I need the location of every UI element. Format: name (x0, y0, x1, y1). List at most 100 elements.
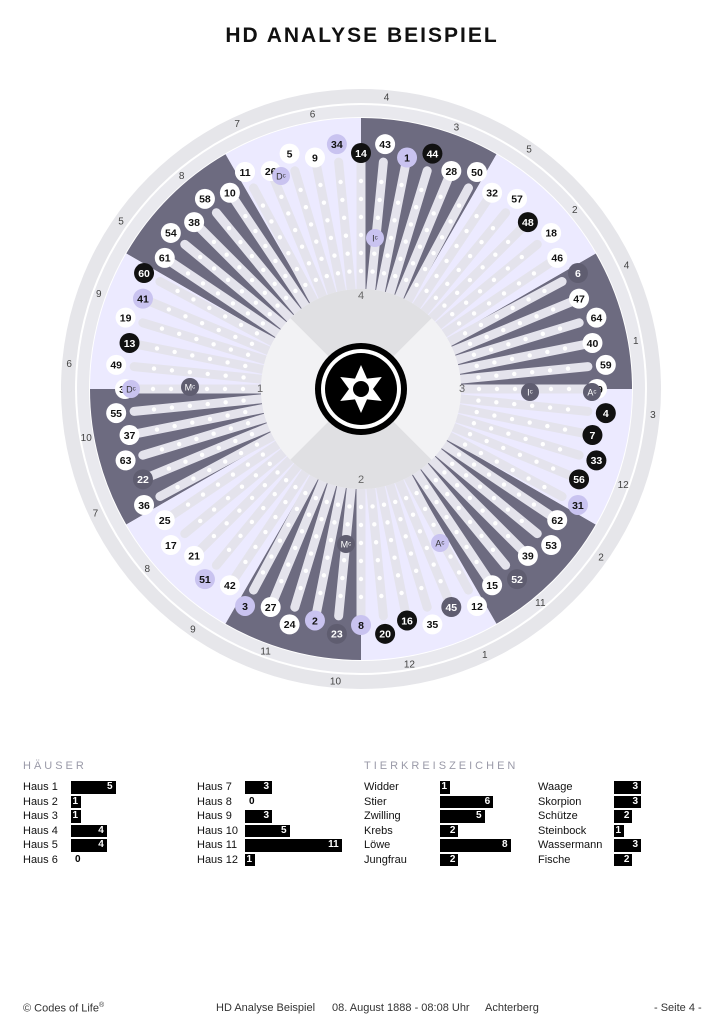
gate-dot (490, 226, 496, 231)
gate-dot (422, 266, 428, 272)
gate-dot (375, 215, 381, 221)
gate-dot (480, 265, 485, 270)
gate-bubble (119, 332, 140, 353)
outer-ring-number: 8 (144, 564, 150, 575)
stat-row: Skorpion 3 (538, 795, 708, 810)
gate-dot (200, 281, 206, 286)
gate-dot (263, 243, 268, 249)
gate-number: 55 (110, 408, 122, 420)
gate-dot (438, 194, 443, 200)
gate-dot (269, 219, 274, 224)
gate-dot (185, 271, 191, 276)
gate-dot (223, 400, 228, 405)
gate-dot (205, 371, 210, 377)
gate-dot (215, 291, 221, 296)
gate-dot (358, 522, 364, 528)
stat-label: Schütze (538, 810, 578, 823)
gate-dot (283, 273, 288, 279)
gate-dot (204, 386, 210, 392)
gate-number: 1 (404, 152, 410, 164)
stat-label: Haus 5 (23, 839, 58, 852)
gate-number: 11 (239, 167, 250, 179)
outer-ring-number: 6 (66, 359, 72, 370)
gate-dot (450, 461, 455, 467)
zodiac-band (225, 118, 361, 303)
gate-dot (216, 327, 221, 333)
gate-number: 33 (591, 455, 603, 467)
gate-dot (347, 269, 352, 274)
gate-bubble (541, 535, 562, 556)
gate-dot (505, 266, 511, 271)
stat-label: Jungfrau (364, 853, 407, 866)
gate-number: 43 (379, 139, 391, 151)
gate-dot (194, 336, 199, 342)
gate-dot (198, 254, 203, 260)
gate-dot (211, 239, 217, 245)
gate-dot (199, 320, 205, 326)
gate-dot (467, 277, 473, 283)
gate-dot (399, 590, 404, 596)
gate-dot (490, 547, 496, 552)
footer-datetime: 08. August 1888 - 08:08 Uhr (332, 1002, 470, 1014)
zodiac-list-right: Waage 3 Skorpion 3 Schütze 2 Steinbock 1 Wasserm… (538, 780, 708, 868)
stat-row: Haus 2 1 (23, 795, 193, 810)
gate-dot (241, 398, 246, 403)
axis-marker (181, 378, 199, 396)
gate-bubble (279, 614, 300, 635)
gate-dot (512, 386, 518, 392)
gate-dot (557, 447, 563, 452)
gate-dot (526, 476, 531, 481)
gate-bubble (595, 403, 616, 424)
gate-bubble (466, 162, 487, 183)
gate-dot (448, 554, 453, 559)
gate-bubble (326, 623, 347, 644)
gate-bubble (569, 469, 590, 490)
gate-dot (175, 484, 180, 490)
gate-dot (225, 413, 230, 418)
gate-dot (434, 273, 439, 279)
gate-bubble (160, 535, 181, 556)
gate-dot (519, 518, 524, 524)
gate-number: 10 (224, 188, 236, 200)
gate-dot (207, 416, 213, 422)
gate-dot (226, 547, 232, 552)
gate-dot (154, 346, 160, 351)
gate-dot (456, 505, 461, 511)
gate-dot (321, 200, 327, 205)
gate-dot (341, 557, 347, 563)
gate-dot (424, 288, 429, 294)
outer-ring-number: 9 (190, 625, 196, 636)
gate-bubble (375, 623, 396, 644)
gate-bubble (397, 147, 418, 168)
gate-dot (230, 301, 236, 306)
stat-label: Haus 7 (197, 781, 232, 793)
gate-dot (448, 219, 453, 224)
gate-dot (332, 253, 337, 258)
gate-number: 24 (284, 619, 296, 631)
outer-ring-number: 10 (330, 676, 342, 687)
gate-dot (474, 409, 479, 415)
gate-dot (444, 514, 449, 520)
gate-dot (454, 529, 459, 535)
gate-number: 51 (199, 574, 211, 586)
stat-label: Stier (364, 795, 387, 808)
gate-dot (358, 250, 364, 256)
gate-dot (292, 545, 298, 551)
gate-number: 17 (165, 540, 177, 552)
gate-dot (509, 416, 515, 422)
gate-dot (512, 401, 517, 407)
stat-label: Fische (538, 853, 571, 866)
gate-dot (273, 258, 278, 264)
center-star-hub (353, 381, 369, 397)
gate-dot (445, 491, 450, 497)
gate-dot (328, 235, 334, 241)
gate-dot (343, 233, 349, 238)
gate-dot (476, 386, 482, 392)
stat-row: Löwe 8 (364, 838, 534, 853)
gate-dot (385, 520, 390, 525)
gate-bubble (134, 263, 155, 284)
gate-dot (434, 499, 439, 505)
gate-dot (488, 347, 494, 352)
gate-dot (424, 227, 430, 233)
gate-dot (398, 516, 403, 522)
